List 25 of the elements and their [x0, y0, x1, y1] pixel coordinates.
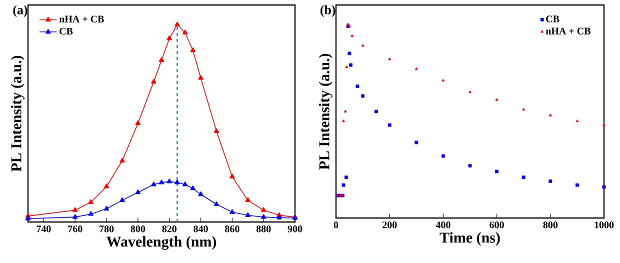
text: (b) — [320, 5, 336, 17]
text: (a) — [13, 5, 28, 17]
x-tick-label: 800 — [130, 226, 146, 232]
legend-label: nHA + CB — [59, 16, 104, 22]
x-tick-label: 900 — [288, 226, 302, 232]
x-tick-label: 860 — [225, 226, 240, 232]
x-tick-label: 880 — [256, 226, 271, 232]
x-tick-label: 820 — [162, 226, 176, 232]
legend-label: CB — [60, 28, 73, 35]
x-tick-label: 400 — [436, 222, 450, 228]
x-tick-label: 840 — [194, 226, 208, 232]
legend-label: CB — [546, 16, 560, 22]
x-tick-label: 740 — [36, 226, 51, 232]
y-axis-title: PL Intensity (a.u.) — [318, 54, 332, 170]
x-tick-label: 200 — [382, 222, 397, 228]
x-tick-label: 0 — [334, 222, 338, 228]
x-tick-label: 600 — [490, 222, 504, 228]
y-axis-title: PL Intensity (a.u.) — [10, 56, 24, 172]
x-tick-label: 1000 — [594, 222, 614, 228]
x-tick-label: 800 — [543, 222, 558, 228]
x-axis-title: Time (ns) — [440, 232, 500, 246]
x-tick-label: 760 — [68, 226, 82, 232]
legend-label: nHA + CB — [546, 28, 590, 34]
x-tick-label: 780 — [100, 226, 114, 232]
x-axis-title: Wavelength (nm) — [106, 236, 216, 250]
